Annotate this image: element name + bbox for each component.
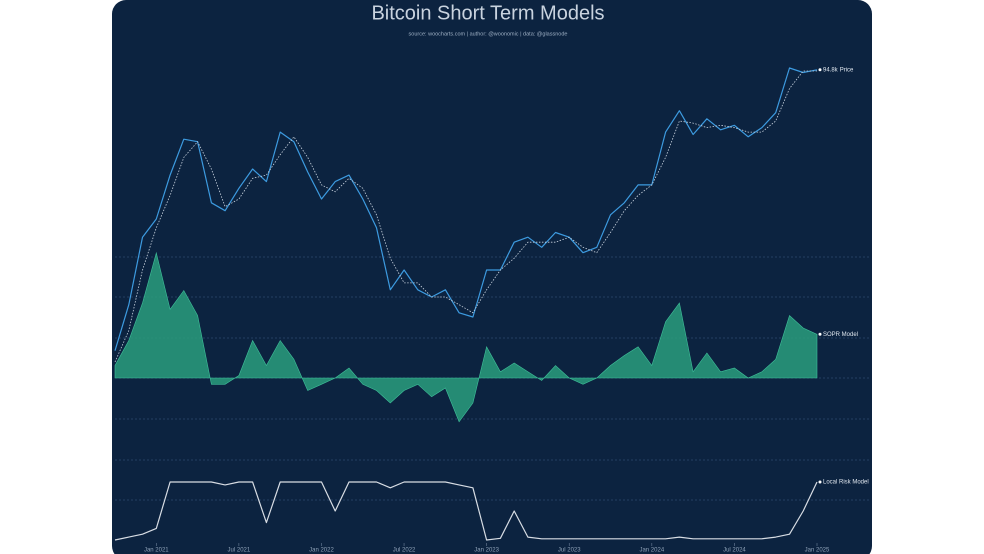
price-line [114,67,818,351]
x-tick-label: Jan 2021 [144,548,169,554]
value-label: 94.8k [823,67,839,73]
end-dot [818,332,822,336]
x-tick-label: Jan 2024 [639,548,664,554]
chart-title: Bitcoin Short Term Models [371,2,604,24]
x-tick-label: Jan 2023 [474,548,499,554]
end-dot [818,68,822,72]
x-tick-label: Jan 2025 [805,548,830,554]
series-label: Price [840,67,854,73]
risk-line [114,481,818,541]
price-line [114,70,817,363]
chart-subtitle: source: woocharts.com | author: @woonomi… [409,31,568,37]
x-tick-label: Jul 2021 [228,548,251,554]
end-dot [818,480,822,484]
x-tick-label: Jul 2024 [723,548,746,554]
series-label: SOPR Model [823,332,858,338]
series-label: Local Risk Model [823,480,869,486]
sopr-area [114,251,818,423]
x-tick-label: Jul 2022 [393,548,416,554]
x-tick-label: Jul 2023 [558,548,581,554]
panel [112,0,872,554]
x-tick-label: Jan 2022 [309,548,334,554]
